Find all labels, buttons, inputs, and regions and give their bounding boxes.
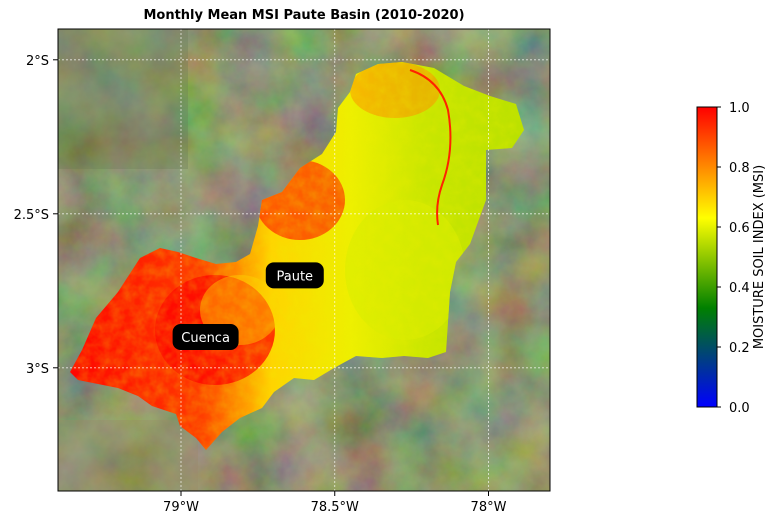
graticule bbox=[58, 29, 550, 491]
colorbar-tick-label: 0.4 bbox=[729, 281, 750, 296]
lon-tick-label: 78.5°W bbox=[311, 500, 359, 515]
colorbar-tick-label: 0.2 bbox=[729, 341, 750, 356]
colorbar: 0.0 0.2 0.4 0.6 0.8 1.0 MOISTURE SOIL INDEX (… bbox=[696, 101, 767, 416]
place-label-cuenca: Cuenca bbox=[172, 324, 239, 350]
label-background bbox=[265, 262, 324, 289]
latitude-axis: 2°S 2.5°S 3°S bbox=[14, 54, 58, 377]
lon-tick-label: 79°W bbox=[163, 500, 199, 515]
map-frame bbox=[57, 28, 551, 492]
place-labels: Paute Cuenca bbox=[172, 262, 324, 350]
colorbar-label: MOISTURE SOIL INDEX (MSI) bbox=[752, 165, 767, 349]
colorbar-ticks: 0.0 0.2 0.4 0.6 0.8 1.0 bbox=[717, 101, 750, 416]
lat-tick-label: 2.5°S bbox=[14, 208, 49, 223]
longitude-axis: 79°W 78.5°W 78°W bbox=[163, 491, 507, 515]
lon-tick-label: 78°W bbox=[471, 500, 507, 515]
colorbar-gradient bbox=[696, 106, 718, 408]
label-background bbox=[172, 324, 239, 350]
colorbar-tick-label: 1.0 bbox=[729, 101, 750, 116]
lat-tick-label: 2°S bbox=[26, 54, 49, 69]
place-label-paute: Paute bbox=[265, 262, 324, 289]
map-title: Monthly Mean MSI Paute Basin (2010-2020) bbox=[143, 8, 465, 23]
colorbar-tick-label: 0.0 bbox=[729, 401, 750, 416]
place-name: Paute bbox=[276, 269, 313, 284]
place-name: Cuenca bbox=[181, 331, 230, 346]
lat-tick-label: 3°S bbox=[26, 362, 49, 377]
colorbar-tick-label: 0.8 bbox=[729, 161, 750, 176]
colorbar-tick-label: 0.6 bbox=[729, 221, 750, 236]
